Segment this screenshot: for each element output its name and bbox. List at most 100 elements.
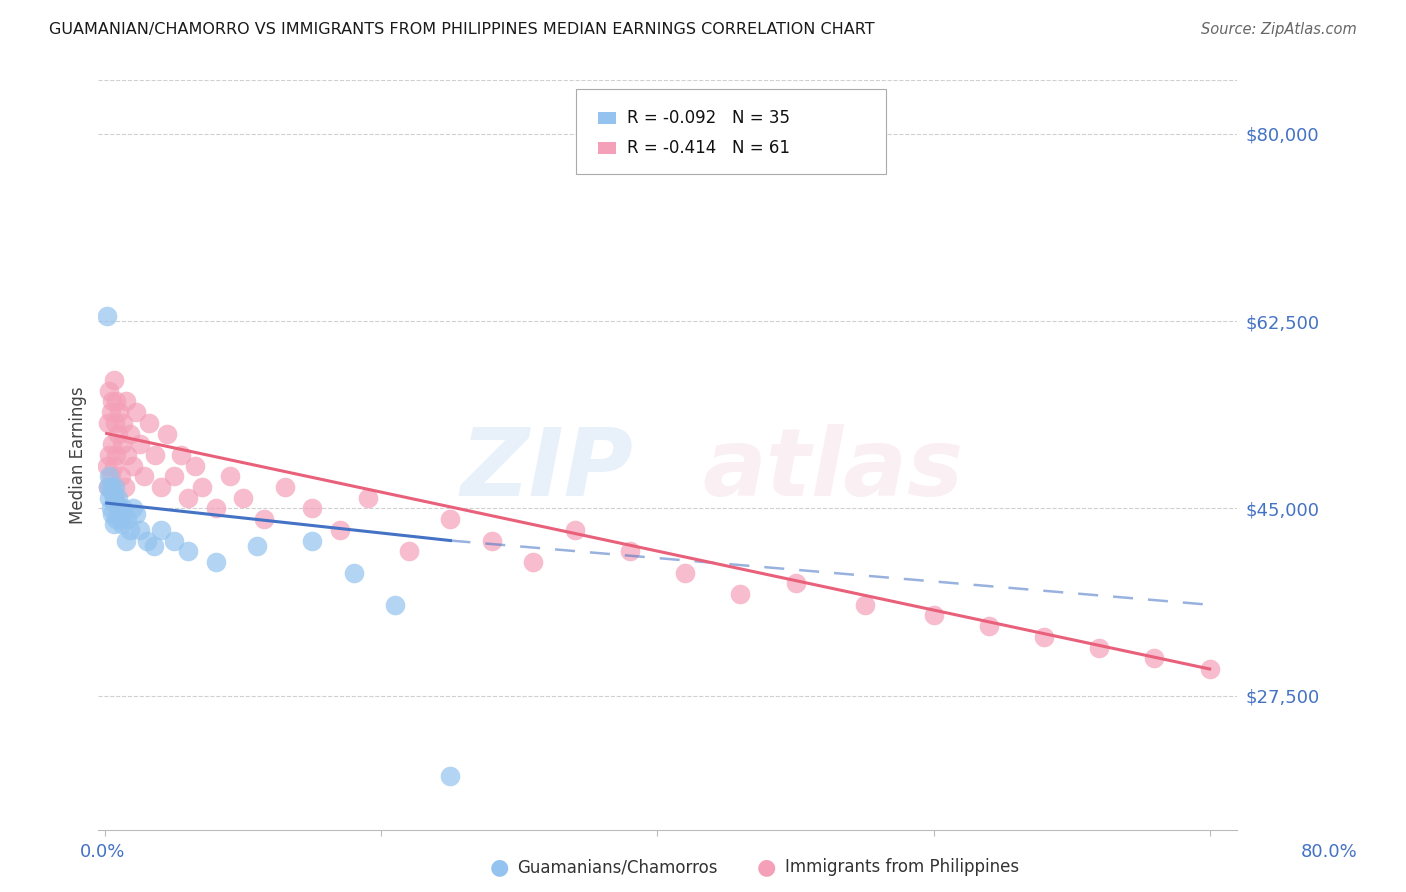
Point bbox=[101, 485, 124, 500]
Point bbox=[156, 426, 179, 441]
Point bbox=[246, 539, 269, 553]
Point bbox=[100, 480, 122, 494]
Point bbox=[103, 517, 125, 532]
Point bbox=[112, 416, 135, 430]
Point bbox=[120, 523, 142, 537]
Point bbox=[98, 491, 121, 505]
Text: R = -0.414   N = 61: R = -0.414 N = 61 bbox=[627, 139, 790, 157]
Point bbox=[204, 501, 226, 516]
Point bbox=[104, 416, 127, 430]
Point bbox=[163, 533, 186, 548]
Point bbox=[218, 469, 240, 483]
Point bbox=[329, 523, 352, 537]
Point bbox=[135, 533, 157, 548]
Text: GUAMANIAN/CHAMORRO VS IMMIGRANTS FROM PHILIPPINES MEDIAN EARNINGS CORRELATION CH: GUAMANIAN/CHAMORRO VS IMMIGRANTS FROM PH… bbox=[49, 22, 875, 37]
Point bbox=[97, 480, 120, 494]
Point bbox=[301, 501, 323, 516]
Point bbox=[619, 544, 641, 558]
Text: Guamanians/Chamorros: Guamanians/Chamorros bbox=[517, 858, 718, 876]
Point bbox=[101, 437, 124, 451]
Point bbox=[107, 491, 129, 505]
Text: Source: ZipAtlas.com: Source: ZipAtlas.com bbox=[1201, 22, 1357, 37]
Point bbox=[115, 533, 138, 548]
Point bbox=[232, 491, 254, 505]
Point bbox=[111, 437, 134, 451]
Point bbox=[170, 448, 193, 462]
Text: 0.0%: 0.0% bbox=[80, 843, 125, 861]
Point bbox=[922, 608, 945, 623]
Point bbox=[730, 587, 752, 601]
Point bbox=[110, 469, 132, 483]
Point bbox=[177, 491, 200, 505]
Point bbox=[1198, 662, 1220, 676]
Point bbox=[785, 576, 807, 591]
Point bbox=[96, 309, 118, 323]
Point bbox=[120, 426, 142, 441]
Point bbox=[481, 533, 503, 548]
Point bbox=[101, 507, 124, 521]
Text: R = -0.092   N = 35: R = -0.092 N = 35 bbox=[627, 109, 790, 127]
Point bbox=[138, 416, 160, 430]
Point bbox=[191, 480, 214, 494]
Point bbox=[115, 394, 138, 409]
Point bbox=[384, 598, 406, 612]
Point bbox=[163, 469, 186, 483]
Point bbox=[356, 491, 378, 505]
Point bbox=[439, 769, 461, 783]
Point bbox=[149, 523, 172, 537]
Point bbox=[98, 384, 121, 398]
Point bbox=[105, 512, 128, 526]
Point bbox=[103, 373, 125, 387]
Point bbox=[177, 544, 200, 558]
Point bbox=[100, 405, 122, 419]
Point bbox=[1033, 630, 1056, 644]
Point bbox=[673, 566, 696, 580]
Point bbox=[128, 437, 150, 451]
Point bbox=[112, 501, 135, 516]
Point bbox=[1088, 640, 1111, 655]
Text: ZIP: ZIP bbox=[461, 424, 634, 516]
Point bbox=[184, 458, 207, 473]
Point bbox=[108, 405, 131, 419]
Point bbox=[128, 523, 150, 537]
Point bbox=[100, 469, 122, 483]
Point bbox=[108, 501, 131, 516]
Point bbox=[122, 501, 145, 516]
Point bbox=[104, 480, 127, 494]
Text: 80.0%: 80.0% bbox=[1301, 843, 1357, 861]
Point bbox=[97, 480, 120, 494]
Point bbox=[853, 598, 876, 612]
Text: atlas: atlas bbox=[702, 424, 963, 516]
Point bbox=[96, 458, 118, 473]
Point bbox=[125, 405, 148, 419]
Point bbox=[117, 448, 139, 462]
Point bbox=[101, 394, 124, 409]
Point bbox=[122, 458, 145, 473]
Point bbox=[105, 448, 128, 462]
Point bbox=[301, 533, 323, 548]
Point bbox=[114, 480, 136, 494]
Point bbox=[204, 555, 226, 569]
Text: Immigrants from Philippines: Immigrants from Philippines bbox=[785, 858, 1019, 876]
Point bbox=[104, 491, 127, 505]
Point bbox=[125, 507, 148, 521]
Point bbox=[104, 496, 127, 510]
Point bbox=[103, 491, 125, 505]
Y-axis label: Median Earnings: Median Earnings bbox=[69, 386, 87, 524]
Point bbox=[274, 480, 297, 494]
Point bbox=[132, 469, 155, 483]
Point bbox=[107, 426, 129, 441]
Point bbox=[100, 501, 122, 516]
Point bbox=[398, 544, 420, 558]
Point bbox=[343, 566, 366, 580]
Point bbox=[564, 523, 586, 537]
Point bbox=[105, 394, 128, 409]
Point bbox=[111, 517, 134, 532]
Point bbox=[253, 512, 276, 526]
Point bbox=[98, 448, 121, 462]
Point bbox=[143, 448, 166, 462]
Point bbox=[142, 539, 165, 553]
Text: ●: ● bbox=[756, 857, 776, 877]
Point bbox=[117, 512, 139, 526]
Point bbox=[98, 469, 121, 483]
